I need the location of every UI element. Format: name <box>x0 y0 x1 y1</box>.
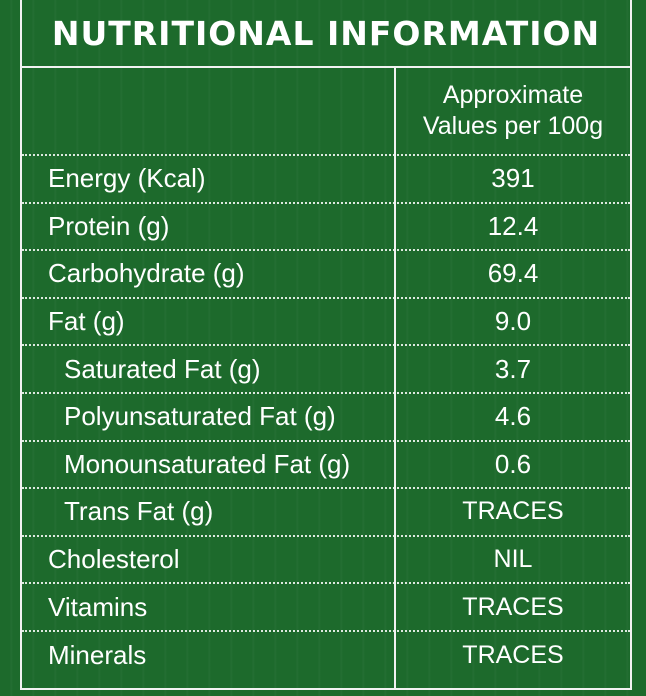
header-value-cell: Approximate Values per 100g <box>396 68 630 154</box>
page-title: NUTRITIONAL INFORMATION <box>51 13 601 53</box>
nutrition-table: Approximate Values per 100g Energy (Kcal… <box>22 68 630 688</box>
table-row-vitamins: Vitamins TRACES <box>22 584 630 632</box>
row-label: Saturated Fat (g) <box>64 353 261 384</box>
row-label: Protein (g) <box>48 210 170 241</box>
header-empty-cell <box>22 68 396 154</box>
table-row-cholesterol: Cholesterol NIL <box>22 537 630 585</box>
row-value: 4.6 <box>494 401 532 432</box>
nutrition-panel: NUTRITIONAL INFORMATION Approximate Valu… <box>20 0 632 690</box>
row-value: NIL <box>493 545 533 574</box>
row-value: 0.6 <box>494 448 532 479</box>
table-row-carbohydrate: Carbohydrate (g) 69.4 <box>22 251 630 299</box>
row-label: Energy (Kcal) <box>48 163 206 194</box>
row-label: Monounsaturated Fat (g) <box>64 448 351 479</box>
table-header-row: Approximate Values per 100g <box>22 68 630 156</box>
row-label: Polyunsaturated Fat (g) <box>64 401 336 432</box>
table-row-trans-fat: Trans Fat (g) TRACES <box>22 489 630 537</box>
row-label: Carbohydrate (g) <box>48 258 245 289</box>
row-label: Fat (g) <box>48 306 125 337</box>
table-row-energy: Energy (Kcal) 391 <box>22 156 630 204</box>
header-line-1: Approximate <box>442 81 584 109</box>
row-label: Vitamins <box>48 591 148 622</box>
table-row-saturated-fat: Saturated Fat (g) 3.7 <box>22 346 630 394</box>
column-divider <box>394 68 396 688</box>
row-label: Cholesterol <box>48 544 180 575</box>
row-value: TRACES <box>462 641 564 670</box>
row-value: 69.4 <box>487 258 539 289</box>
table-row-polyunsaturated-fat: Polyunsaturated Fat (g) 4.6 <box>22 394 630 442</box>
table-row-fat: Fat (g) 9.0 <box>22 299 630 347</box>
row-value: TRACES <box>462 497 564 526</box>
row-value: 391 <box>491 163 535 194</box>
title-bar: NUTRITIONAL INFORMATION <box>22 0 630 68</box>
row-label: Trans Fat (g) <box>64 496 214 527</box>
table-row-protein: Protein (g) 12.4 <box>22 204 630 252</box>
table-row-minerals: Minerals TRACES <box>22 632 630 680</box>
row-value: TRACES <box>462 592 564 621</box>
row-value: 12.4 <box>487 210 539 241</box>
row-value: 3.7 <box>494 353 532 384</box>
row-label: Minerals <box>48 640 147 671</box>
table-row-monounsaturated-fat: Monounsaturated Fat (g) 0.6 <box>22 442 630 490</box>
row-value: 9.0 <box>494 306 532 337</box>
header-line-2: Values per 100g <box>422 112 604 140</box>
